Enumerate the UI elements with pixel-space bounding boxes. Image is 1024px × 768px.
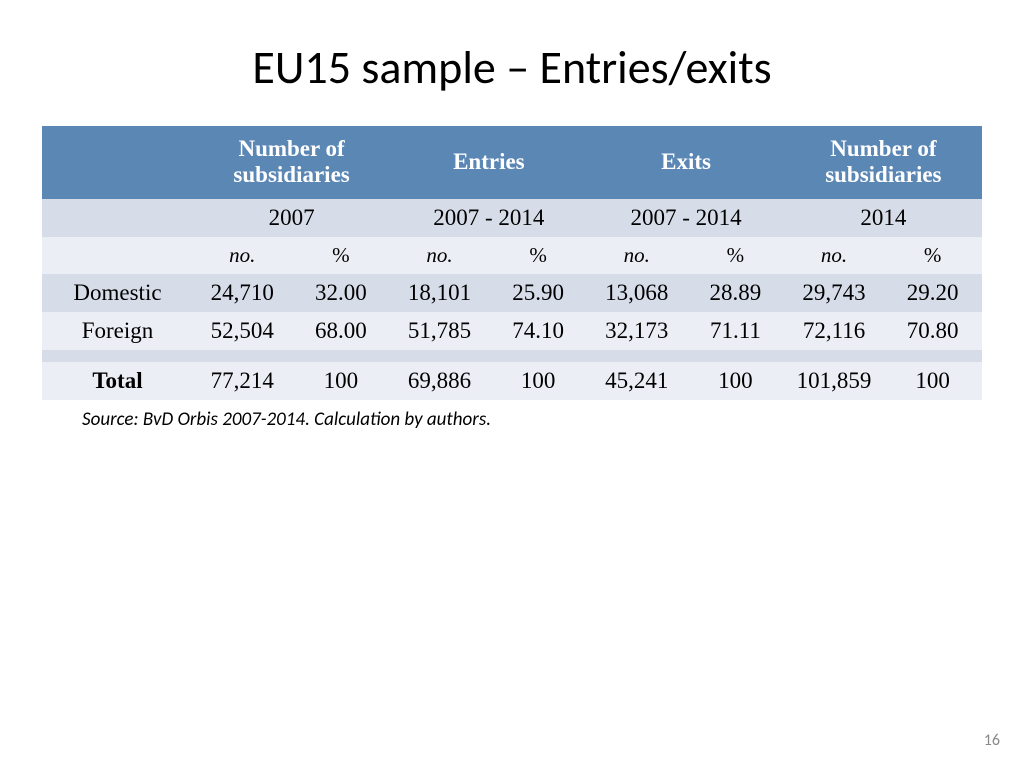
row-label: Total xyxy=(42,362,193,400)
cell: 29,743 xyxy=(785,274,884,312)
subcol-pct: % xyxy=(292,237,391,274)
table-header-subcols: no. % no. % no. % no. % xyxy=(42,237,982,274)
cell xyxy=(785,350,884,362)
cell: 45,241 xyxy=(587,362,686,400)
subcol-no: no. xyxy=(193,237,292,274)
cell: 71.11 xyxy=(686,312,785,350)
table-row-total: Total 77,214 100 69,886 100 45,241 100 1… xyxy=(42,362,982,400)
cell: 100 xyxy=(489,362,588,400)
cell xyxy=(292,350,391,362)
col-group: Number of subsidiaries xyxy=(785,126,982,199)
cell: 68.00 xyxy=(292,312,391,350)
header-blank xyxy=(42,199,193,237)
col-period: 2007 - 2014 xyxy=(390,199,587,237)
cell: 25.90 xyxy=(489,274,588,312)
table-row xyxy=(42,350,982,362)
subcol-pct: % xyxy=(686,237,785,274)
subcol-pct: % xyxy=(883,237,982,274)
cell: 29.20 xyxy=(883,274,982,312)
cell xyxy=(686,350,785,362)
page-title: EU15 sample – Entries/exits xyxy=(40,40,984,96)
cell: 28.89 xyxy=(686,274,785,312)
col-group: Number of subsidiaries xyxy=(193,126,390,199)
source-note: Source: BvD Orbis 2007-2014. Calculation… xyxy=(82,408,984,431)
subcol-no: no. xyxy=(587,237,686,274)
cell: 70.80 xyxy=(883,312,982,350)
data-table: Number of subsidiaries Entries Exits Num… xyxy=(42,126,982,400)
cell: 18,101 xyxy=(390,274,489,312)
cell xyxy=(390,350,489,362)
subcol-no: no. xyxy=(785,237,884,274)
table-row: Domestic 24,710 32.00 18,101 25.90 13,06… xyxy=(42,274,982,312)
cell: 51,785 xyxy=(390,312,489,350)
table-row: Foreign 52,504 68.00 51,785 74.10 32,173… xyxy=(42,312,982,350)
col-period: 2007 - 2014 xyxy=(587,199,784,237)
table-header-groups: Number of subsidiaries Entries Exits Num… xyxy=(42,126,982,199)
header-blank xyxy=(42,126,193,199)
cell: 100 xyxy=(686,362,785,400)
cell: 52,504 xyxy=(193,312,292,350)
slide-container: EU15 sample – Entries/exits Number of su… xyxy=(0,0,1024,768)
cell: 13,068 xyxy=(587,274,686,312)
cell xyxy=(883,350,982,362)
table-header-periods: 2007 2007 - 2014 2007 - 2014 2014 xyxy=(42,199,982,237)
col-group: Entries xyxy=(390,126,587,199)
cell xyxy=(489,350,588,362)
row-label: Foreign xyxy=(42,312,193,350)
page-number: 16 xyxy=(984,731,1000,750)
cell: 100 xyxy=(292,362,391,400)
subcol-pct: % xyxy=(489,237,588,274)
col-group: Exits xyxy=(587,126,784,199)
cell: 101,859 xyxy=(785,362,884,400)
cell: 77,214 xyxy=(193,362,292,400)
cell xyxy=(587,350,686,362)
col-period: 2007 xyxy=(193,199,390,237)
cell: 69,886 xyxy=(390,362,489,400)
cell xyxy=(193,350,292,362)
cell: 100 xyxy=(883,362,982,400)
cell: 32,173 xyxy=(587,312,686,350)
row-label: Domestic xyxy=(42,274,193,312)
subcol-no: no. xyxy=(390,237,489,274)
col-period: 2014 xyxy=(785,199,982,237)
cell: 74.10 xyxy=(489,312,588,350)
header-blank xyxy=(42,237,193,274)
cell: 32.00 xyxy=(292,274,391,312)
row-label xyxy=(42,350,193,362)
cell: 72,116 xyxy=(785,312,884,350)
cell: 24,710 xyxy=(193,274,292,312)
